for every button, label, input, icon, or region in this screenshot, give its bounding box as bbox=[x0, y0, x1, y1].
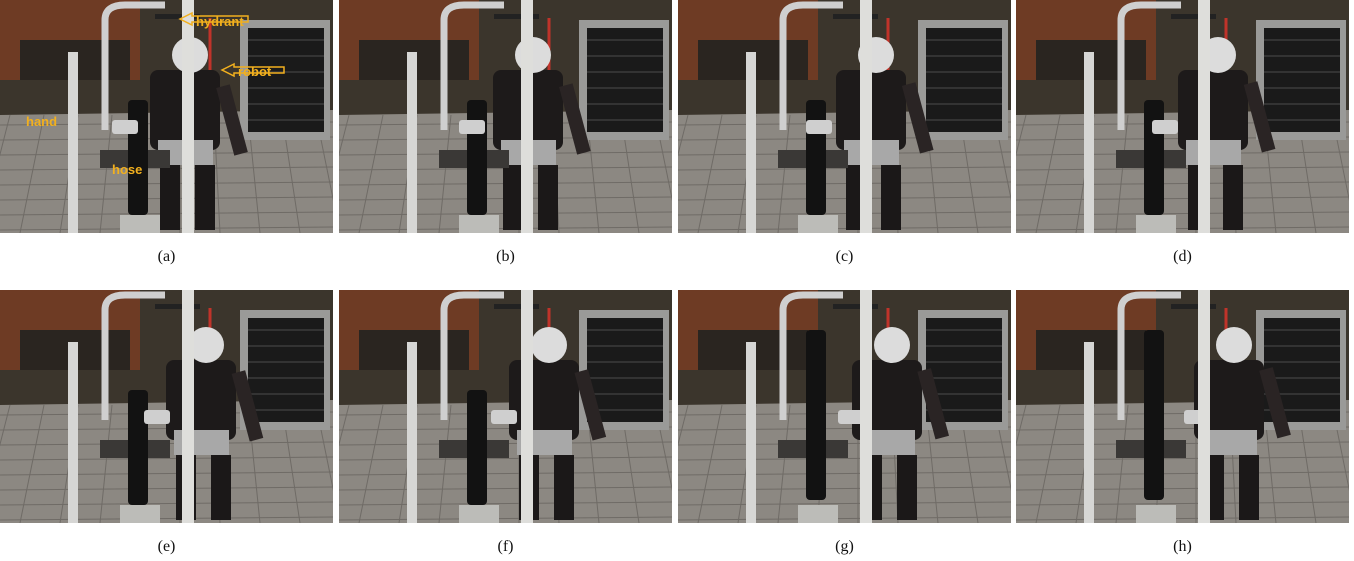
caption: (e) bbox=[0, 537, 333, 557]
subfigure: (b) bbox=[339, 0, 672, 267]
pole bbox=[860, 0, 872, 233]
photo bbox=[1016, 0, 1349, 233]
caption: (a) bbox=[0, 247, 333, 267]
robot-leg bbox=[195, 165, 215, 230]
photo bbox=[678, 0, 1011, 233]
hand bbox=[1152, 120, 1178, 134]
hose bbox=[128, 390, 148, 505]
annotation: hand bbox=[26, 114, 57, 129]
annotation: robot bbox=[238, 64, 272, 79]
door-panel bbox=[1264, 28, 1340, 132]
pole bbox=[182, 0, 194, 233]
robot-leg bbox=[211, 455, 231, 520]
pole bbox=[407, 342, 417, 523]
robot-head bbox=[531, 327, 567, 363]
caption: (g) bbox=[678, 537, 1011, 557]
robot-leg bbox=[1239, 455, 1259, 520]
hose bbox=[806, 330, 826, 500]
caption: (f) bbox=[339, 537, 672, 557]
caption: (b) bbox=[339, 247, 672, 267]
subfigure: (f) bbox=[339, 290, 672, 557]
robot-leg bbox=[897, 455, 917, 520]
stand bbox=[459, 505, 499, 523]
annotation: hose bbox=[112, 162, 142, 177]
robot-leg bbox=[503, 165, 523, 230]
subfigure: (h) bbox=[1016, 290, 1349, 557]
door-panel bbox=[587, 318, 663, 422]
robot-leg bbox=[538, 165, 558, 230]
hand bbox=[806, 120, 832, 134]
subfigure: hydrant robot hand hose (a) bbox=[0, 0, 333, 267]
pole bbox=[68, 342, 78, 523]
robot-leg bbox=[554, 455, 574, 520]
caption: (c) bbox=[678, 247, 1011, 267]
hand bbox=[112, 120, 138, 134]
subfigure: (g) bbox=[678, 290, 1011, 557]
subfigure: (c) bbox=[678, 0, 1011, 267]
pole bbox=[521, 290, 533, 523]
robot-torso bbox=[509, 360, 579, 440]
hand bbox=[459, 120, 485, 134]
robot-leg bbox=[160, 165, 180, 230]
photo: hydrant robot hand hose bbox=[0, 0, 333, 233]
hand bbox=[144, 410, 170, 424]
figure: hydrant robot hand hose (a) (b) (c)(d) (e) (f) (g… bbox=[0, 0, 1354, 561]
photo bbox=[678, 290, 1011, 523]
pole bbox=[1084, 342, 1094, 523]
hose bbox=[467, 100, 487, 215]
stand bbox=[459, 215, 499, 233]
subfigure: (e) bbox=[0, 290, 333, 557]
subfigure: (d) bbox=[1016, 0, 1349, 267]
robot-leg bbox=[881, 165, 901, 230]
photo bbox=[1016, 290, 1349, 523]
pole bbox=[860, 290, 872, 523]
annotation: hydrant bbox=[196, 14, 244, 29]
pole bbox=[182, 290, 194, 523]
pole bbox=[68, 52, 78, 233]
photo bbox=[339, 290, 672, 523]
stand bbox=[1136, 505, 1176, 523]
hose bbox=[1144, 100, 1164, 215]
pole bbox=[746, 342, 756, 523]
caption: (d) bbox=[1016, 247, 1349, 267]
pole bbox=[746, 52, 756, 233]
pole bbox=[407, 52, 417, 233]
hose bbox=[1144, 330, 1164, 500]
door-panel bbox=[587, 28, 663, 132]
caption: (h) bbox=[1016, 537, 1349, 557]
stand bbox=[120, 215, 160, 233]
door-panel bbox=[926, 28, 1002, 132]
door-panel bbox=[248, 28, 324, 132]
hose bbox=[128, 100, 148, 215]
hose bbox=[806, 100, 826, 215]
stand bbox=[120, 505, 160, 523]
stand bbox=[798, 505, 838, 523]
door-panel bbox=[248, 318, 324, 422]
stand bbox=[798, 215, 838, 233]
robot-pelvis bbox=[1186, 140, 1241, 165]
robot-head bbox=[874, 327, 910, 363]
photo bbox=[0, 290, 333, 523]
pole bbox=[1198, 0, 1210, 233]
robot-pelvis bbox=[1202, 430, 1257, 455]
robot-torso bbox=[1178, 70, 1248, 150]
photo bbox=[339, 0, 672, 233]
robot-head bbox=[1216, 327, 1252, 363]
stand bbox=[1136, 215, 1176, 233]
hand bbox=[491, 410, 517, 424]
pole bbox=[1198, 290, 1210, 523]
robot-leg bbox=[1223, 165, 1243, 230]
robot-torso bbox=[166, 360, 236, 440]
hose bbox=[467, 390, 487, 505]
pole bbox=[1084, 52, 1094, 233]
pole bbox=[521, 0, 533, 233]
